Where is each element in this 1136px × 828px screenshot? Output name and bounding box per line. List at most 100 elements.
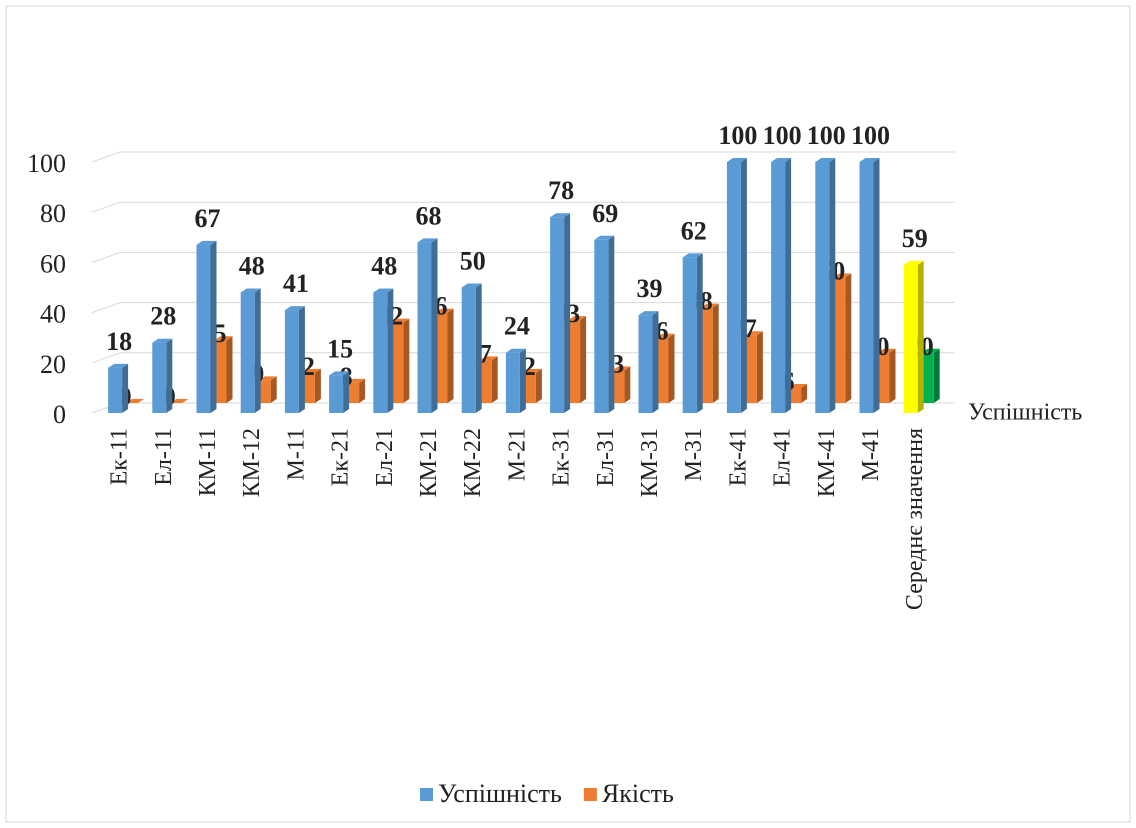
- bar-front: [523, 372, 536, 403]
- x-tick-label: Ел-11: [151, 428, 177, 486]
- bar-front: [284, 310, 299, 413]
- x-tick-label: КМ-12: [239, 428, 265, 497]
- bar-top: [479, 356, 498, 361]
- bar-side: [270, 376, 277, 403]
- bar-front: [700, 307, 713, 403]
- bar-top: [170, 399, 189, 403]
- bar-top: [771, 158, 792, 162]
- data-label: 24: [504, 312, 530, 341]
- bar: [461, 283, 482, 413]
- bar: [921, 348, 940, 403]
- legend-swatch: [583, 788, 597, 801]
- bar: [550, 213, 571, 413]
- bar-front: [196, 244, 211, 413]
- x-tick-label: Ел-41: [770, 428, 796, 487]
- bar-side: [166, 338, 173, 413]
- bar-side: [359, 378, 366, 403]
- bar: [612, 366, 631, 403]
- bar-side: [873, 158, 880, 413]
- x-tick-label: М-11: [283, 428, 309, 480]
- bar-top: [638, 311, 659, 316]
- bar: [258, 376, 277, 403]
- bar-front: [771, 162, 786, 413]
- x-tick-label: КМ-22: [460, 428, 486, 497]
- x-tick-label: Середнє значення: [902, 428, 928, 610]
- bar: [638, 311, 659, 413]
- data-label: 50: [460, 246, 486, 275]
- bar-side: [475, 283, 482, 413]
- bar-front: [568, 320, 581, 403]
- x-tick-label: Ел-21: [372, 428, 398, 487]
- bar-side: [210, 240, 217, 413]
- data-label: 59: [902, 224, 928, 253]
- bar-side: [387, 288, 394, 413]
- legend-swatch: [420, 788, 433, 801]
- bar: [815, 158, 836, 413]
- data-label: 67: [195, 204, 221, 233]
- bar-top: [682, 253, 703, 258]
- legend-label: Якість: [602, 779, 674, 808]
- bar-side: [564, 213, 571, 413]
- bar-side: [580, 316, 587, 403]
- bar: [771, 158, 792, 413]
- bar-side: [801, 383, 808, 403]
- bar-top: [108, 363, 129, 368]
- bar: [594, 235, 615, 413]
- bar-top: [258, 376, 277, 381]
- bar-front: [329, 375, 344, 413]
- bar-side: [447, 308, 454, 403]
- bar-top: [859, 158, 880, 162]
- bar-front: [833, 277, 846, 403]
- x-tick-label: М-31: [681, 428, 707, 481]
- bar-side: [624, 366, 631, 403]
- bar-side: [933, 348, 940, 403]
- bar-top: [726, 158, 747, 162]
- bar-top: [523, 368, 542, 373]
- bar-front: [108, 367, 123, 413]
- data-label: 48: [371, 251, 397, 280]
- bar-front: [789, 387, 802, 403]
- bar: [329, 371, 350, 413]
- bar-top: [240, 288, 261, 293]
- x-tick-label: КМ-31: [637, 428, 663, 497]
- bar-side: [917, 260, 924, 413]
- bar: [789, 383, 808, 403]
- bar-front: [550, 217, 565, 413]
- bar: [833, 273, 852, 403]
- bar: [347, 378, 366, 403]
- bar-side: [845, 273, 852, 403]
- bar-top: [435, 308, 454, 313]
- bar-side: [519, 348, 526, 413]
- grid-line: [91, 201, 121, 213]
- bar: [903, 260, 924, 413]
- series-axis-label: Успішність: [968, 400, 1082, 426]
- bar-side: [535, 368, 542, 403]
- bar-top: [789, 383, 808, 388]
- bar-top: [815, 158, 836, 162]
- bar: [373, 288, 394, 413]
- bar: [726, 158, 747, 413]
- bar-front: [347, 382, 360, 403]
- x-tick-label: М-41: [858, 428, 884, 481]
- y-tick-label: 40: [40, 300, 66, 329]
- bar: [126, 399, 145, 403]
- bar-top: [744, 331, 763, 336]
- bar-side: [608, 235, 615, 413]
- bar-side: [491, 356, 498, 403]
- bar-top: [656, 333, 675, 338]
- bar-side: [403, 318, 410, 403]
- bar: [877, 348, 896, 403]
- bar-top: [214, 336, 233, 341]
- bar: [744, 331, 763, 403]
- grid-line: [91, 251, 121, 263]
- bar: [302, 368, 321, 403]
- bar-side: [122, 363, 129, 413]
- bar-top: [196, 240, 217, 245]
- bar-front: [373, 292, 388, 413]
- bar: [859, 158, 880, 413]
- x-tick-label: Ел-31: [593, 428, 619, 487]
- bar-side: [431, 238, 438, 413]
- bar-top: [505, 348, 526, 353]
- bar-side: [889, 348, 896, 403]
